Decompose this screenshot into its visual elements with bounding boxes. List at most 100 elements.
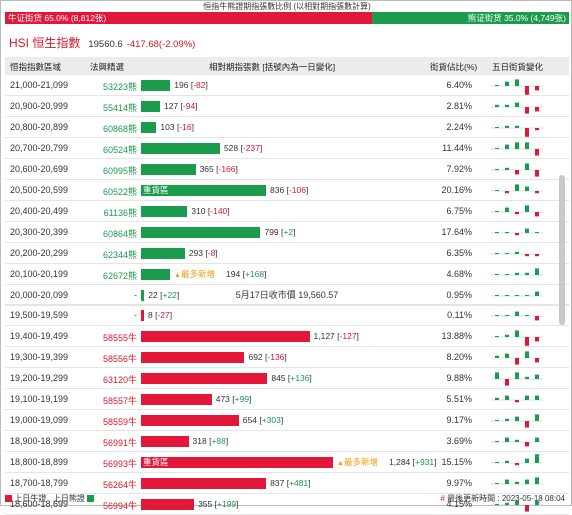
header-range: 恒指指數區域 (10, 62, 62, 72)
five-day-sparkline (491, 125, 543, 137)
sparkline-bar (495, 420, 499, 421)
bull-table-row[interactable]: 19,000-19,099 58559牛 654 [+303] 9.17% (5, 410, 569, 431)
warrant-code-link[interactable]: 61136熊 (103, 208, 137, 218)
header-spark: 五日街貨變化 (492, 62, 544, 72)
warrant-code-link[interactable]: 60524熊 (102, 145, 137, 155)
qty-value: 22 [+22] (148, 290, 180, 300)
qty-number: 365 (199, 164, 214, 174)
sparkline-bar (515, 311, 519, 316)
bear-table-row[interactable]: 20,900-20,999 55414熊 127 [-94] 2.81% (5, 96, 569, 117)
warrant-code-link[interactable]: 60868熊 (102, 124, 137, 134)
five-day-sparkline (491, 142, 543, 156)
table-header: 恒指指數區域 法興精選 相對期指張數 [括號內為一日變化] 街貨佔比(%) 五日… (5, 57, 569, 75)
warrant-code-link[interactable]: 56991牛 (102, 438, 137, 448)
qty-delta: +931 (415, 457, 435, 467)
qty-number: 293 (188, 248, 203, 258)
qty-bar (141, 269, 170, 280)
most-new-label: 最多新增 (343, 457, 378, 467)
sparkline-bar (495, 148, 499, 149)
range-cell: 20,300-20,399 (10, 227, 69, 237)
warrant-code-link[interactable]: 60864熊 (102, 229, 137, 239)
range-cell: 18,900-18,999 (10, 436, 69, 446)
qty-number: 799 (264, 227, 279, 237)
sparkline-bar (495, 397, 499, 400)
qty-value: 837 [+481] (270, 478, 311, 488)
bull-table-row[interactable]: 19,400-19,499 58555牛 1,127 [-127] 13.88% (5, 326, 569, 347)
warrant-code-link[interactable]: 62672熊 (102, 271, 137, 281)
qty-delta: -106 (288, 185, 306, 195)
bear-table-row[interactable]: 20,700-20,799 60524熊 528 [-237] 11.44% (5, 138, 569, 159)
scrollbar-thumb[interactable] (559, 175, 565, 325)
bull-table-row[interactable]: 19,500-19,599 - 8 [-27] 0.11% (5, 305, 569, 326)
bull-table-row[interactable]: 18,800-18,899 56993牛 重貨區 ▲最多新增 1,284 [+931] 1… (5, 452, 569, 473)
qty-value: 103 [-16] (160, 122, 194, 132)
qty-number: 103 (160, 122, 175, 132)
heavy-zone-label: 重貨區 (143, 457, 169, 467)
bear-table-row[interactable]: 20,500-20,599 60522熊 重貨區 836 [-106] 20.16% (5, 180, 569, 201)
warrant-code-link[interactable]: 53223熊 (102, 82, 137, 92)
five-day-sparkline (491, 311, 543, 321)
pct-cell: 0.11% (447, 310, 472, 320)
warrant-code-link[interactable]: 56993牛 (102, 459, 137, 469)
five-day-sparkline (491, 330, 543, 346)
qty-delta: +303 (261, 415, 281, 425)
bear-table-row[interactable]: 20,300-20,399 60864熊 799 [+2] 17.64% (5, 222, 569, 243)
pct-cell: 13.88% (441, 331, 472, 341)
sparkline-bar (525, 479, 529, 484)
sparkline-bar (505, 460, 509, 463)
qty-value: 1,284 [+931] (389, 457, 437, 467)
qty-bar (141, 164, 196, 175)
warrant-code-link[interactable]: 58557牛 (102, 396, 137, 406)
warrant-code-link[interactable]: 63120牛 (102, 375, 137, 385)
sparkline-bar (495, 441, 499, 442)
bear-table-row[interactable]: 20,200-20,299 62344熊 293 [-8] 6.35% (5, 243, 569, 264)
warrant-code-link[interactable]: 58555牛 (102, 333, 137, 343)
qty-number: 528 (223, 143, 239, 153)
five-day-sparkline (491, 184, 543, 194)
bear-table-row[interactable]: 20,000-20,099 - 22 [+22] 0.95% (5, 285, 569, 306)
sparkline-bar (505, 125, 509, 128)
warrant-code-link[interactable]: 58559牛 (102, 417, 137, 427)
pct-cell: 15.15% (441, 457, 472, 467)
bull-table-row[interactable]: 19,100-19,199 58557牛 473 [+99] 5.51% (5, 389, 569, 410)
bear-table-row[interactable]: 21,000-21,099 53223熊 196 [-82] 6.40% (5, 75, 569, 96)
bear-table-row[interactable]: 20,800-20,899 60868熊 103 [-16] 2.24% (5, 117, 569, 138)
bull-table-row[interactable]: 18,700-18,799 56264牛 837 [+481] 9.97% (5, 473, 569, 494)
bear-table-row[interactable]: 20,400-20,499 61136熊 310 [-140] 6.75% (5, 201, 569, 222)
sparkline-bar (495, 504, 499, 505)
sparkline-bar (505, 437, 509, 442)
bull-table-row[interactable]: 18,900-18,999 56991牛 318 [+88] 3.69% (5, 431, 569, 452)
sparkline-bar (525, 142, 529, 149)
qty-delta: -8 (207, 248, 216, 258)
sparkline-bar (535, 191, 539, 194)
range-cell: 20,100-20,199 (10, 269, 69, 279)
bull-bear-ratio-bar: 牛证街货 65.0% (8,812张) 熊证街货 35.0% (4,749张) (5, 12, 569, 24)
warrant-code-link[interactable]: 62344熊 (102, 250, 137, 260)
sparkline-bar (505, 353, 509, 358)
sparkline-bar (515, 400, 519, 403)
bull-table-row[interactable]: 19,200-19,299 63120牛 845 [+136] 9.88% (5, 368, 569, 389)
warrant-code-link[interactable]: 56264牛 (102, 480, 137, 490)
most-new-badge: ▲最多新增 (174, 269, 215, 281)
range-cell: 20,800-20,899 (10, 122, 69, 132)
bull-table-row[interactable]: 19,300-19,399 58556牛 692 [-136] 8.20% (5, 347, 569, 368)
bear-table-row[interactable]: 20,100-20,199 62672熊 ▲最多新增 194 [+168] 4.68% (5, 264, 569, 285)
qty-bar (141, 331, 310, 342)
scrollbar[interactable] (558, 75, 566, 490)
bear-table-row[interactable]: 20,600-20,699 60995熊 365 [-166] 7.92% (5, 159, 569, 180)
warrant-code-link[interactable]: 58556牛 (102, 354, 137, 364)
heavy-zone-label: 重貨區 (143, 185, 169, 195)
warrant-code-link[interactable]: 60522熊 (102, 187, 137, 197)
warrant-code-link[interactable]: 60995熊 (102, 166, 137, 176)
qty-number: 836 (270, 185, 285, 195)
warrant-code-link[interactable]: 55414熊 (102, 103, 137, 113)
pct-cell: 11.44% (442, 143, 472, 153)
qty-bar (141, 206, 188, 217)
index-name[interactable]: HSI 恒生指數 (9, 36, 81, 50)
pct-cell: 2.24% (446, 122, 472, 132)
sparkline-bar (525, 163, 529, 170)
qty-number: 845 (271, 373, 286, 383)
sparkline-bar (505, 395, 509, 400)
sparkline-bar (495, 315, 499, 316)
range-cell: 19,400-19,499 (10, 331, 69, 341)
